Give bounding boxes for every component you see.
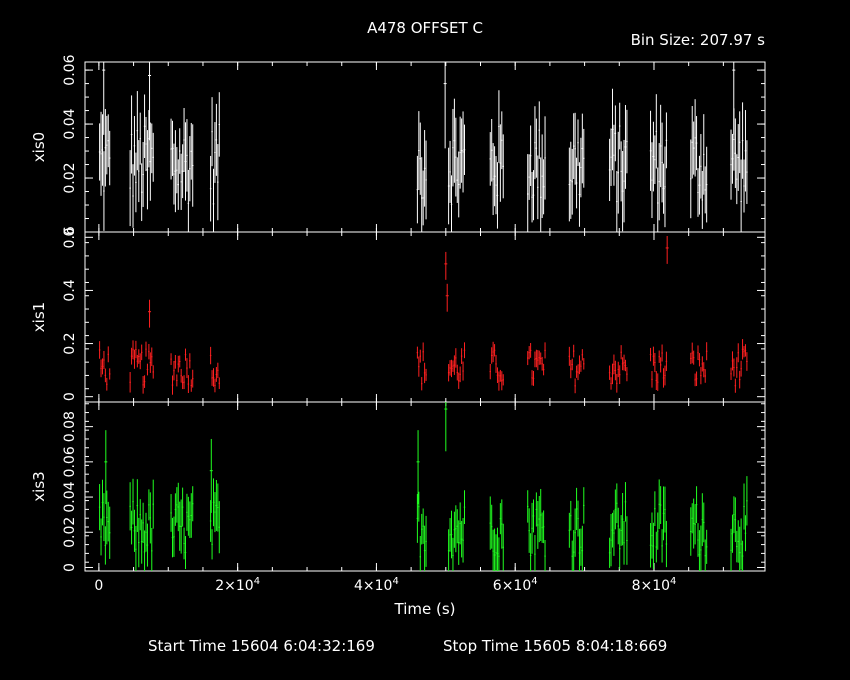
x-tick-label: 0	[94, 578, 103, 594]
start-time-label: Start Time 15604 6:04:32:169	[148, 637, 375, 655]
stop-time-label: Stop Time 15605 8:04:18:669	[443, 637, 667, 655]
panel-label-xis1: xis1	[30, 302, 48, 332]
panel-xis0: 0 0.02 0.04 0.06 xis0	[30, 54, 766, 237]
x-tick-exponent: 4	[531, 576, 537, 587]
y-tick-label: 0	[62, 228, 78, 237]
panel-label-xis0: xis0	[30, 132, 48, 162]
y-tick-label: 0.4	[62, 279, 78, 301]
y-tick-label: 0.04	[62, 481, 78, 512]
chart-title: A478 OFFSET C	[367, 19, 483, 37]
y-tick-label: 0.2	[62, 332, 78, 354]
data-series-xis0	[98, 62, 748, 232]
y-tick-label: 0	[62, 563, 78, 572]
y-tick-label: 0.08	[62, 411, 78, 442]
y-tick-label: 0.06	[62, 446, 78, 477]
data-series-xis1	[98, 235, 748, 395]
x-tick-exponent: 4	[670, 576, 676, 587]
panel-xis3: 0 0.02 0.04 0.06 0.08 xis3	[30, 401, 766, 572]
bin-size-label: Bin Size: 207.97 s	[631, 31, 766, 49]
x-axis-label: Time (s)	[394, 600, 456, 618]
y-tick-label: 0.04	[62, 108, 78, 139]
x-tick-exponent: 4	[254, 576, 260, 587]
x-tick-label: 2×104	[215, 576, 260, 594]
y-tick-label: 0	[62, 392, 78, 401]
x-tick-label: 8×104	[632, 576, 677, 594]
x-tick-label: 4×104	[354, 576, 399, 594]
x-tick-label: 6×104	[493, 576, 538, 594]
y-tick-label: 0.6	[62, 226, 78, 248]
panel-xis1: 0 0.2 0.4 0.6 xis1	[30, 226, 766, 403]
y-tick-label: 0.06	[62, 54, 78, 85]
x-tick-exponent: 4	[392, 576, 398, 587]
y-tick-label: 0.02	[62, 517, 78, 548]
data-series-xis3	[98, 402, 748, 571]
y-tick-label: 0.02	[62, 162, 78, 193]
panel-label-xis3: xis3	[30, 471, 48, 501]
x-tick-labels: 0 2×104 4×104 6×104 8×104	[94, 576, 676, 594]
